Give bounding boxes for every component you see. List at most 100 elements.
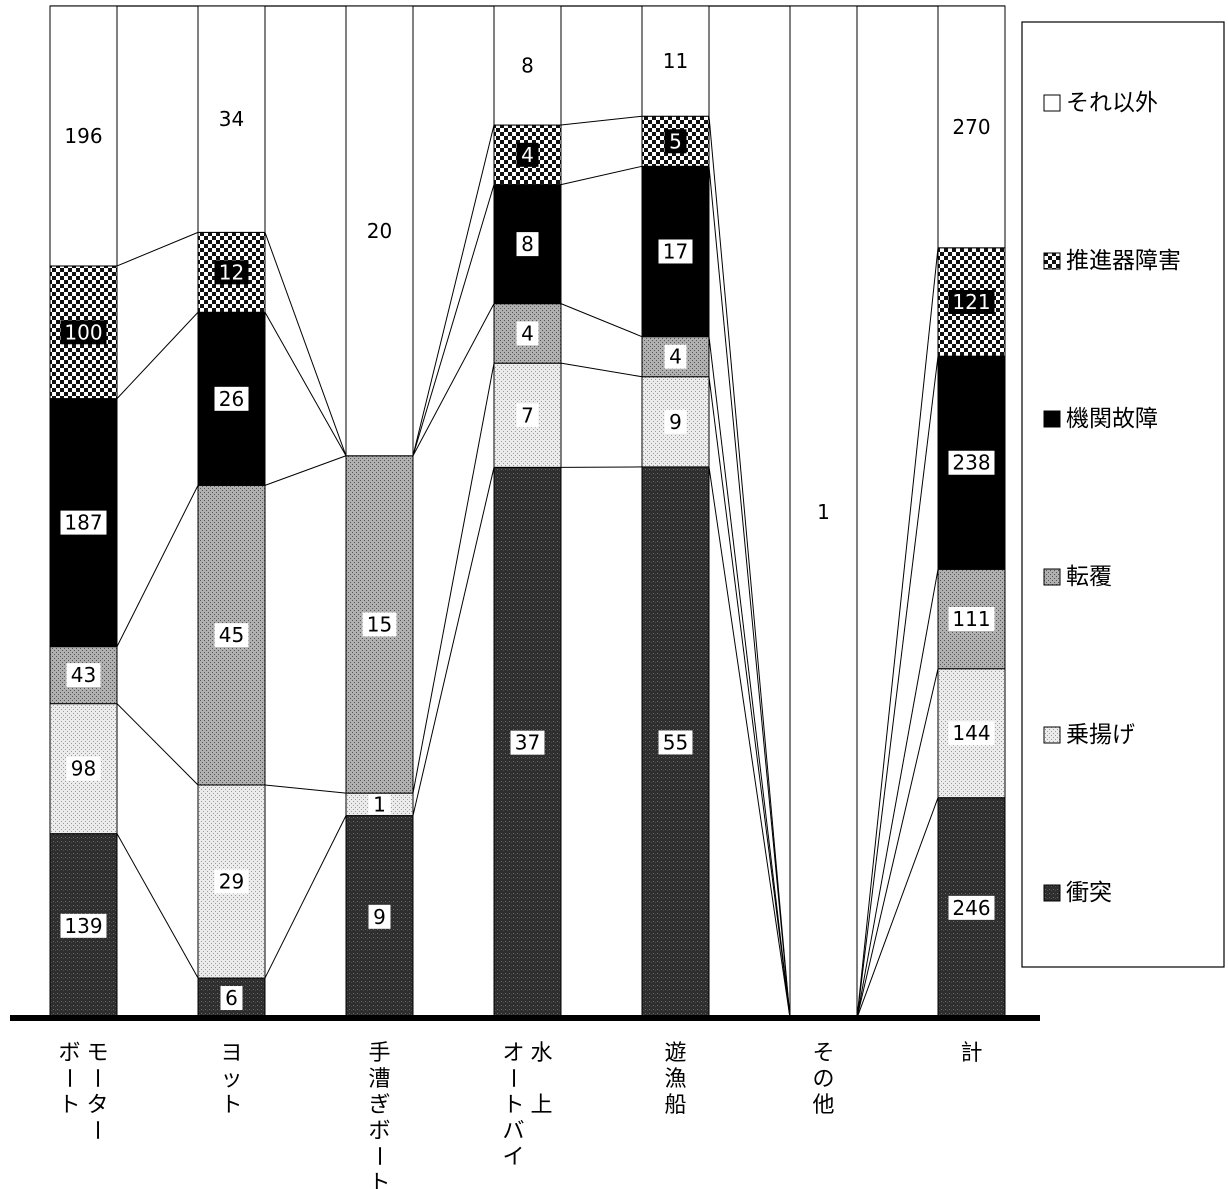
value-label: 55 bbox=[663, 730, 688, 754]
bar-segment bbox=[345, 5, 414, 457]
value-label: 100 bbox=[64, 320, 102, 344]
connector-line bbox=[412, 363, 495, 794]
value-label: 15 bbox=[367, 612, 392, 636]
category-label-char: ぎ bbox=[368, 1093, 390, 1118]
bar-segment bbox=[641, 5, 710, 117]
legend-item: 機関故障 bbox=[1043, 406, 1158, 432]
value-label: 45 bbox=[219, 623, 244, 647]
connector-line bbox=[560, 303, 643, 338]
category-label-char: そ bbox=[812, 1041, 834, 1066]
x-axis-line bbox=[10, 1015, 1040, 1021]
value-label-box bbox=[362, 612, 397, 637]
connector-line bbox=[264, 784, 347, 794]
value-label-box bbox=[658, 730, 693, 755]
category-label: 計 bbox=[960, 1041, 982, 1066]
value-label-box bbox=[948, 450, 995, 475]
value-label: 5 bbox=[669, 129, 682, 153]
legend-label: 機関故障 bbox=[1066, 406, 1158, 432]
legend-item: 乗揚げ bbox=[1043, 722, 1135, 748]
value-label: 246 bbox=[952, 896, 990, 920]
value-label: 9 bbox=[669, 410, 682, 434]
connector-line bbox=[116, 311, 199, 399]
category-label-char: 漁 bbox=[664, 1067, 686, 1092]
category-label-char: ー bbox=[500, 1067, 525, 1089]
category-label-char: 遊 bbox=[664, 1041, 686, 1066]
bar-segment bbox=[937, 5, 1006, 249]
bar-segment bbox=[49, 5, 118, 267]
x-axis bbox=[10, 1015, 1040, 1021]
connector-line bbox=[412, 124, 495, 456]
category-label-char: ー bbox=[84, 1119, 109, 1141]
connector-line bbox=[560, 362, 643, 378]
value-label: 187 bbox=[64, 511, 102, 535]
legend-item: それ以外 bbox=[1043, 90, 1158, 116]
legend-swatch bbox=[1043, 884, 1061, 902]
connector-line bbox=[116, 703, 199, 786]
value-label: 4 bbox=[521, 321, 534, 345]
value-label-box bbox=[664, 409, 687, 434]
value-label-box bbox=[516, 142, 539, 167]
category-label-char: ッ bbox=[220, 1067, 242, 1092]
value-label: 1 bbox=[373, 792, 386, 816]
value-label-box bbox=[516, 403, 539, 428]
category-label: その他 bbox=[812, 1041, 834, 1118]
value-label-box bbox=[664, 344, 687, 369]
connector-line bbox=[856, 569, 939, 1019]
connector-line bbox=[116, 833, 199, 979]
value-label: 238 bbox=[952, 451, 990, 475]
value-label: 7 bbox=[521, 403, 534, 427]
connector-line bbox=[708, 336, 791, 1019]
legend-label: 乗揚げ bbox=[1066, 722, 1135, 748]
category-label-char: バ bbox=[502, 1119, 524, 1144]
category-label-char: 上 bbox=[530, 1093, 552, 1118]
legend-label: 転覆 bbox=[1066, 564, 1112, 590]
value-label-box bbox=[66, 663, 101, 688]
legend-label: 衝突 bbox=[1066, 880, 1112, 906]
value-label: 26 bbox=[219, 387, 244, 411]
value-label-box bbox=[658, 239, 693, 264]
value-label-box bbox=[214, 260, 249, 285]
connector-line bbox=[116, 231, 199, 267]
bar-segment bbox=[197, 5, 266, 233]
value-label-box bbox=[510, 730, 545, 755]
value-label-box bbox=[66, 756, 101, 781]
category-label-char: の bbox=[812, 1067, 834, 1092]
connector-line bbox=[264, 232, 347, 456]
legend-label: それ以外 bbox=[1066, 90, 1158, 116]
legend-swatch bbox=[1043, 568, 1061, 586]
connector-line bbox=[412, 467, 495, 816]
connector-line bbox=[264, 312, 347, 457]
legend-swatch bbox=[1043, 410, 1061, 428]
value-label-box bbox=[220, 986, 243, 1011]
value-label: 139 bbox=[64, 914, 102, 938]
value-label: 34 bbox=[219, 107, 244, 131]
value-label: 121 bbox=[952, 290, 990, 314]
value-label: 111 bbox=[952, 607, 990, 631]
category-label: 遊漁船 bbox=[664, 1041, 686, 1118]
legend-item: 転覆 bbox=[1043, 564, 1112, 590]
category-label-char: ー bbox=[84, 1067, 109, 1089]
connector-line bbox=[116, 485, 199, 647]
connector-line bbox=[560, 165, 643, 186]
value-label-box bbox=[60, 510, 107, 535]
value-label: 9 bbox=[373, 905, 386, 929]
connector-line bbox=[708, 166, 791, 1019]
connector-line bbox=[412, 303, 495, 457]
value-label-box bbox=[214, 623, 249, 648]
category-label-char: ボ bbox=[58, 1041, 80, 1066]
value-label-box bbox=[664, 129, 687, 154]
value-label: 270 bbox=[952, 115, 990, 139]
value-label-box bbox=[368, 904, 391, 929]
value-label-box bbox=[948, 721, 995, 746]
connector-line bbox=[856, 356, 939, 1019]
value-label: 8 bbox=[521, 54, 534, 78]
bar-segment bbox=[789, 5, 858, 1019]
connector-line bbox=[412, 184, 495, 456]
value-label-box bbox=[214, 869, 249, 894]
category-label-char: 手 bbox=[368, 1041, 390, 1066]
